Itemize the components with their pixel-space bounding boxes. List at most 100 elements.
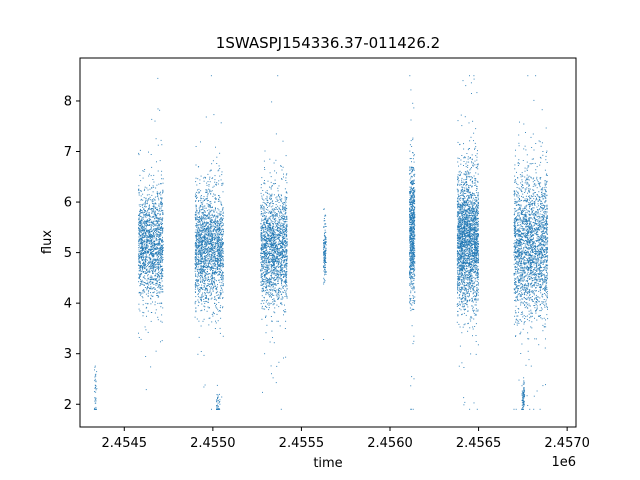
data-point	[151, 263, 153, 265]
data-point	[277, 247, 278, 249]
data-point	[201, 221, 203, 223]
data-point	[152, 279, 154, 280]
data-point	[222, 217, 224, 219]
data-point	[196, 184, 198, 186]
data-point	[281, 264, 283, 266]
data-point	[270, 288, 272, 290]
data-point	[154, 120, 156, 122]
data-point	[284, 206, 286, 208]
data-point	[161, 205, 163, 207]
data-point	[217, 223, 219, 224]
data-point	[200, 253, 202, 255]
data-point	[141, 236, 143, 238]
data-point	[139, 247, 141, 249]
data-point	[142, 193, 144, 195]
data-point	[201, 252, 203, 254]
data-point	[201, 269, 203, 271]
data-point	[276, 320, 278, 322]
data-point	[198, 266, 200, 268]
data-point	[273, 237, 275, 239]
data-point	[273, 261, 275, 263]
data-point	[196, 257, 197, 259]
data-point	[198, 259, 199, 261]
data-point	[217, 394, 219, 396]
data-point	[275, 236, 277, 238]
data-point	[195, 214, 197, 216]
data-point	[215, 237, 216, 239]
data-point	[152, 287, 154, 289]
data-point	[278, 236, 280, 238]
data-point	[148, 290, 149, 292]
data-point	[159, 241, 160, 243]
data-point	[138, 255, 139, 257]
data-point	[161, 227, 163, 229]
data-point	[217, 200, 219, 202]
data-point	[222, 297, 224, 299]
data-point	[210, 242, 212, 244]
data-point	[146, 268, 148, 270]
data-point	[152, 255, 154, 256]
data-point	[286, 252, 288, 254]
data-point	[150, 303, 152, 305]
data-point	[94, 380, 96, 382]
data-point	[261, 240, 263, 242]
data-point	[220, 179, 222, 181]
data-point	[139, 174, 141, 176]
data-point	[144, 284, 145, 286]
data-point	[141, 216, 143, 218]
data-point	[149, 262, 151, 264]
data-point	[217, 216, 219, 218]
data-point	[150, 294, 152, 296]
data-point	[277, 270, 279, 272]
data-point	[219, 291, 221, 293]
data-point	[264, 279, 266, 281]
data-point	[95, 375, 97, 377]
data-point	[160, 226, 162, 227]
data-point	[208, 235, 210, 237]
data-point	[209, 259, 211, 261]
data-point	[195, 218, 196, 220]
data-point	[286, 238, 288, 240]
data-point	[222, 258, 224, 260]
data-point	[196, 263, 198, 264]
data-point	[207, 226, 209, 228]
data-point	[144, 247, 146, 249]
data-point	[200, 175, 202, 177]
data-point	[205, 249, 207, 251]
data-point	[143, 271, 145, 272]
data-point	[274, 248, 276, 250]
data-point	[282, 248, 283, 250]
data-point	[201, 268, 203, 270]
data-point	[162, 182, 164, 184]
data-point	[217, 215, 219, 217]
data-point	[284, 247, 286, 249]
data-point	[141, 282, 143, 284]
data-point	[141, 233, 143, 235]
data-point	[195, 260, 197, 262]
data-point	[268, 265, 270, 267]
data-point	[148, 271, 150, 273]
data-point	[210, 220, 212, 222]
data-point	[201, 225, 203, 227]
data-point	[204, 258, 206, 260]
data-point	[283, 221, 285, 223]
data-point	[195, 235, 197, 237]
data-point	[149, 229, 151, 231]
data-point	[276, 215, 278, 217]
data-point	[284, 217, 286, 219]
data-point	[152, 292, 154, 294]
data-point	[219, 218, 221, 220]
data-point	[214, 246, 216, 248]
data-point	[142, 268, 144, 270]
data-point	[263, 205, 265, 207]
data-point	[194, 264, 196, 265]
data-point	[222, 223, 224, 225]
data-point	[162, 248, 164, 249]
data-point	[160, 202, 162, 204]
data-point	[150, 241, 152, 243]
data-point	[141, 259, 143, 261]
data-point	[217, 237, 219, 239]
data-point	[204, 236, 206, 238]
data-point	[275, 283, 277, 285]
data-point	[207, 246, 209, 248]
